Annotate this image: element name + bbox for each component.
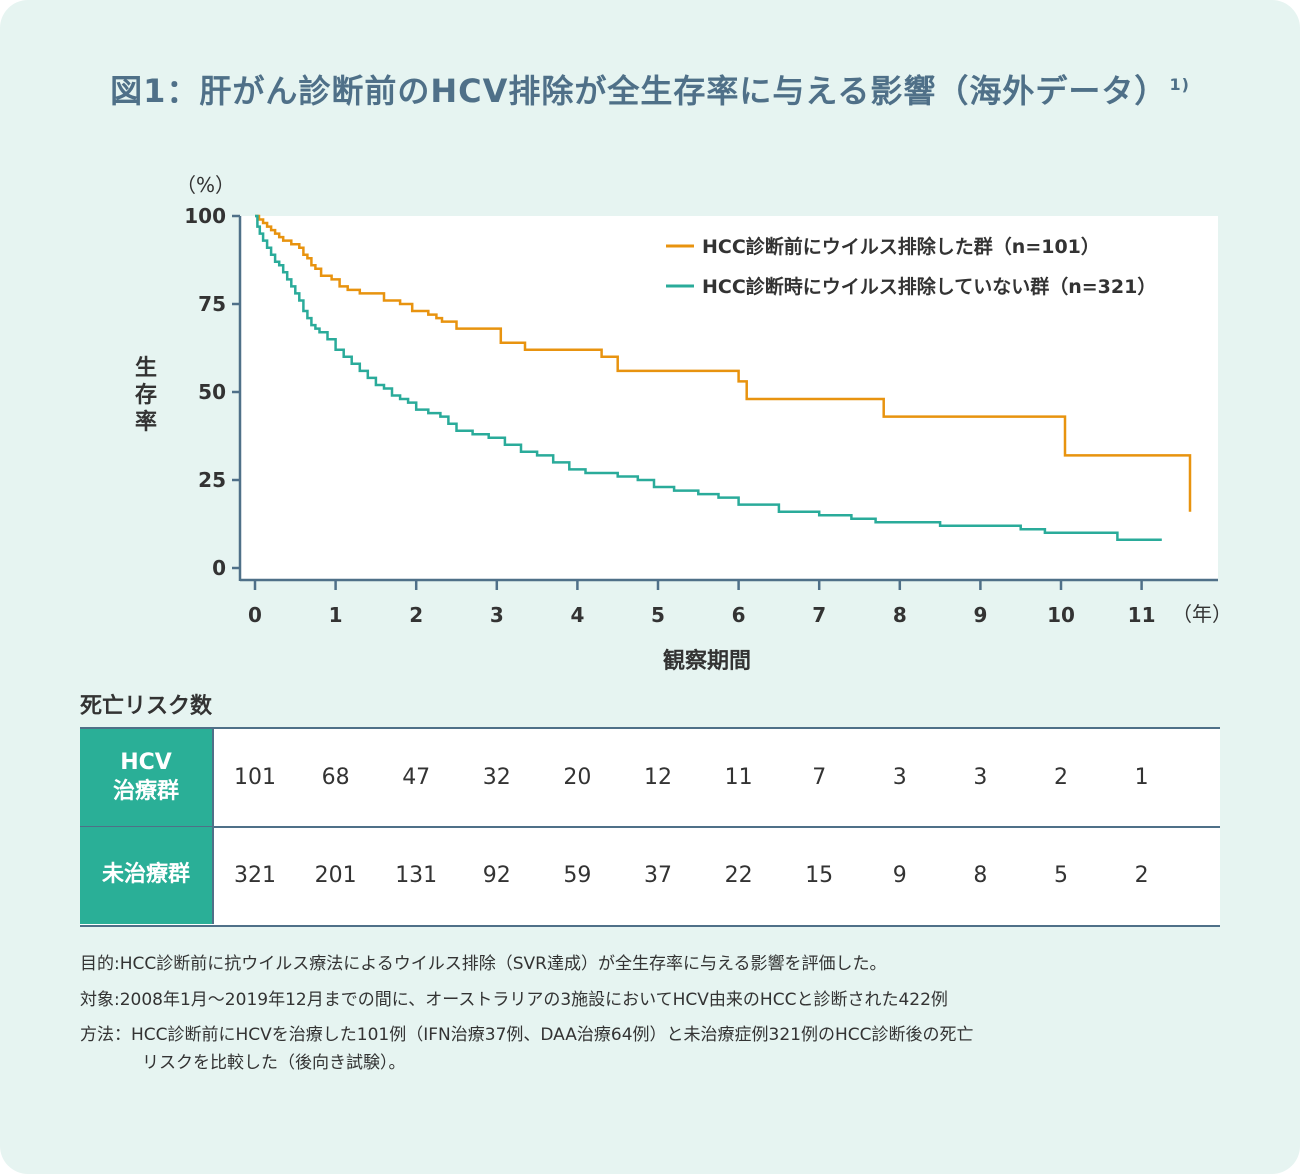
risk-table-title: 死亡リスク数 (80, 694, 213, 719)
risk-cell: 131 (395, 863, 438, 888)
x-tick-label-8: 8 (893, 603, 907, 627)
y-tick-label-25: 25 (198, 468, 226, 492)
figure-title: 図1：肝がん診断前のHCV排除が全生存率に与える影響（海外データ） 1) (0, 66, 1300, 112)
footnotes: 目的:HCC診断前に抗ウイルス療法によるウイルス排除（SVR達成）が全生存率に与… (80, 952, 974, 1086)
x-tick-label-11: 11 (1128, 603, 1156, 627)
risk-cell: 59 (563, 863, 592, 888)
legend-label-2: HCC診断時にウイルス排除していない群（n=321） (702, 275, 1156, 298)
risk-cell: 3 (892, 765, 907, 790)
risk-cell: 37 (644, 863, 672, 888)
note-purpose: 目的:HCC診断前に抗ウイルス療法によるウイルス排除（SVR達成）が全生存率に与… (80, 954, 887, 974)
x-tick-label-7: 7 (812, 603, 826, 627)
title-text: 図1：肝がん診断前のHCV排除が全生存率に与える影響（海外データ） (110, 72, 1168, 110)
risk-cell: 201 (314, 863, 357, 888)
risk-header-line2: 治療群 (112, 778, 179, 804)
risk-header-line1: HCV (120, 749, 172, 775)
x-axis-label: 観察期間 (663, 648, 751, 674)
risk-cell: 2 (1054, 765, 1068, 790)
risk-cell: 9 (892, 863, 907, 888)
risk-row-header-untreated: 未治療群 (80, 827, 214, 924)
y-axis-label-3: 率 (135, 409, 157, 435)
plot-background (240, 216, 1218, 580)
risk-cell: 68 (321, 765, 350, 790)
y-tick-label-100: 100 (184, 204, 226, 228)
title-reference: 1) (1169, 75, 1190, 95)
risk-cell: 15 (805, 863, 834, 888)
note-method-continued: リスクを比較した（後向き試験）。 (142, 1052, 406, 1073)
y-tick-label-50: 50 (198, 380, 226, 404)
note-method: 方法：HCC診断前にHCVを治療した101例（IFN治療37例、DAA治療64例… (80, 1025, 974, 1045)
risk-cell: 47 (402, 765, 431, 790)
risk-cell: 3 (973, 765, 988, 790)
risk-header-line: 未治療群 (101, 862, 190, 888)
risk-row-treated: HCV 治療群 101 68 47 32 20 12 11 7 3 3 2 1 (80, 729, 1220, 828)
risk-cell: 12 (644, 765, 672, 790)
y-tick-label-75: 75 (198, 292, 226, 316)
risk-cell: 7 (812, 765, 827, 790)
risk-table: HCV 治療群 101 68 47 32 20 12 11 7 3 3 2 1 未治療群 321 201 1… (80, 727, 1220, 927)
series-treated-line (255, 214, 1192, 512)
risk-cell: 2 (1134, 863, 1149, 888)
x-tick-label-1: 1 (329, 603, 343, 627)
risk-cell: 5 (1054, 863, 1068, 888)
x-tick-label-0: 0 (248, 603, 262, 627)
x-tick-label-4: 4 (570, 603, 584, 627)
x-tick-label-2: 2 (409, 603, 423, 627)
risk-cell: 11 (724, 765, 753, 790)
risk-cell: 8 (973, 863, 988, 888)
risk-row-header-treated: HCV 治療群 (80, 729, 214, 826)
x-tick-label-5: 5 (651, 603, 665, 627)
risk-cell: 32 (482, 765, 511, 790)
survival-chart: 0 25 50 75 100 0 1 2 3 4 5 6 7 8 9 10 11 HCC診断前にウイルス排除した… (135, 173, 1232, 674)
risk-cell: 101 (234, 765, 276, 790)
x-tick-label-6: 6 (732, 603, 746, 627)
y-unit-label: （%） (176, 173, 235, 197)
x-tick-label-3: 3 (490, 603, 504, 627)
risk-cell: 20 (563, 765, 592, 790)
risk-cell: 1 (1134, 765, 1149, 790)
y-axis-label-1: 生 (135, 356, 157, 381)
risk-cell: 321 (234, 863, 276, 888)
y-tick-label-0: 0 (212, 556, 226, 580)
legend-label-1: HCC診断前にウイルス排除した群（n=101） (702, 235, 1100, 258)
x-unit-label: （年） (1172, 602, 1232, 626)
x-tick-label-9: 9 (973, 603, 987, 627)
series-untreated-line (255, 214, 1162, 542)
risk-cell: 22 (724, 863, 753, 888)
risk-row-untreated: 未治療群 321 201 131 92 59 37 22 15 9 8 5 2 (80, 827, 1220, 924)
x-tick-label-10: 10 (1047, 603, 1075, 627)
note-subjects: 対象:2008年1月〜2019年12月までの間に、オーストラリアの3施設において… (80, 989, 948, 1010)
y-axis-label-2: 存 (135, 382, 157, 408)
risk-cell: 92 (482, 863, 511, 888)
